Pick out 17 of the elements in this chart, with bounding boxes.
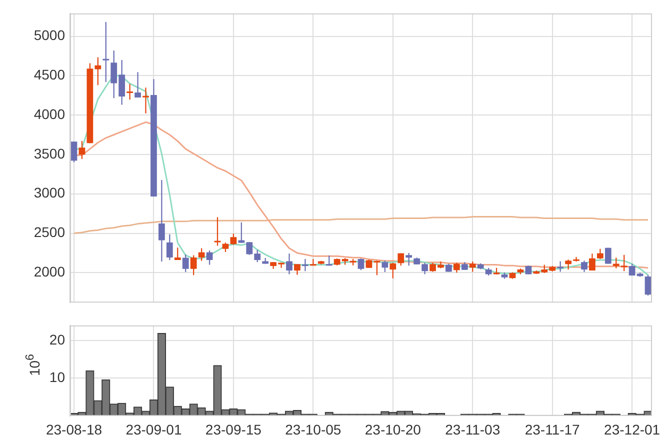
x-tick-label: 23-10-20 <box>364 421 422 438</box>
y-tick-label: 20 <box>49 331 66 348</box>
y-tick-label: 3000 <box>34 184 66 201</box>
x-tick-label: 23-11-03 <box>445 421 500 438</box>
y-tick-label: 10 <box>49 369 66 386</box>
x-tick-label: 23-09-15 <box>205 421 262 438</box>
x-tick-label: 23-10-05 <box>285 421 342 438</box>
x-tick-label: 23-09-01 <box>126 421 182 438</box>
x-tick-label: 23-08-18 <box>46 421 102 438</box>
y-tick-label: 4500 <box>34 66 66 83</box>
y-tick-label: 2000 <box>34 264 66 280</box>
y-tick-label: 3500 <box>34 145 66 162</box>
y-tick-label: 5000 <box>34 27 66 44</box>
x-tick-label: 23-11-17 <box>524 421 580 438</box>
y-tick-label: 4000 <box>34 106 66 122</box>
x-tick-label: 23-12-01 <box>604 421 660 438</box>
y-tick-label: 2500 <box>34 224 66 240</box>
